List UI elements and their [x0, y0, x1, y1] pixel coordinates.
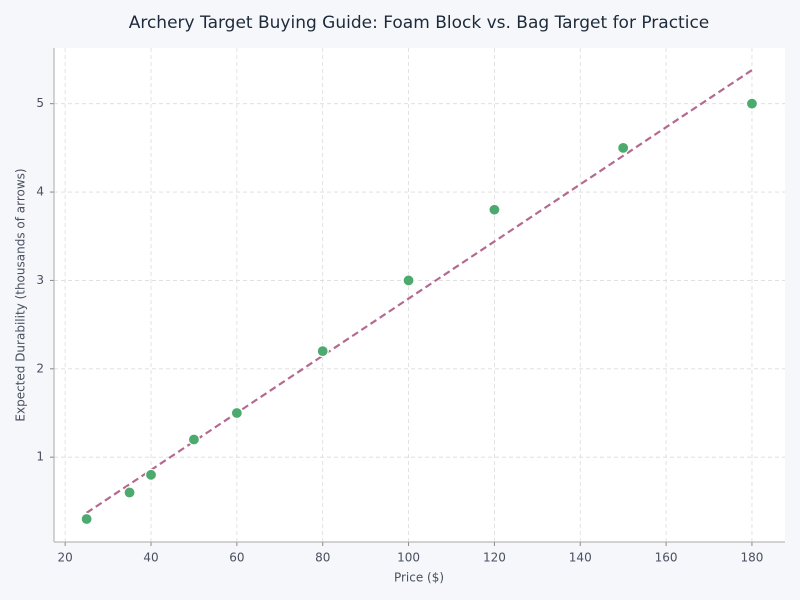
x-tick-label: 100 [397, 551, 420, 565]
x-tick-label: 40 [143, 551, 158, 565]
x-tick-label: 80 [315, 551, 330, 565]
y-tick-label: 3 [36, 273, 44, 287]
x-tick-label: 60 [229, 551, 244, 565]
y-tick-label: 1 [36, 450, 44, 464]
y-tick-label: 5 [36, 96, 44, 110]
x-tick-label: 120 [483, 551, 506, 565]
x-tick-label: 160 [655, 551, 678, 565]
x-tick-label: 140 [569, 551, 592, 565]
plot-area [54, 48, 785, 542]
chart-title: Archery Target Buying Guide: Foam Block … [129, 13, 710, 33]
x-tick-label: 180 [740, 551, 763, 565]
data-point [402, 274, 415, 287]
data-point [144, 468, 158, 481]
data-point [617, 141, 630, 154]
y-tick-label: 4 [36, 185, 44, 199]
x-axis-label: Price ($) [394, 571, 444, 585]
data-point [745, 97, 759, 110]
y-axis-label: Expected Durability (thousands of arrows… [14, 168, 28, 421]
data-point [80, 512, 93, 526]
x-tick-label: 20 [58, 551, 73, 565]
data-point [187, 433, 201, 446]
y-tick-label: 2 [36, 361, 44, 375]
data-point [488, 203, 501, 216]
data-point [230, 406, 243, 420]
data-point [123, 486, 136, 499]
data-point [316, 345, 329, 358]
